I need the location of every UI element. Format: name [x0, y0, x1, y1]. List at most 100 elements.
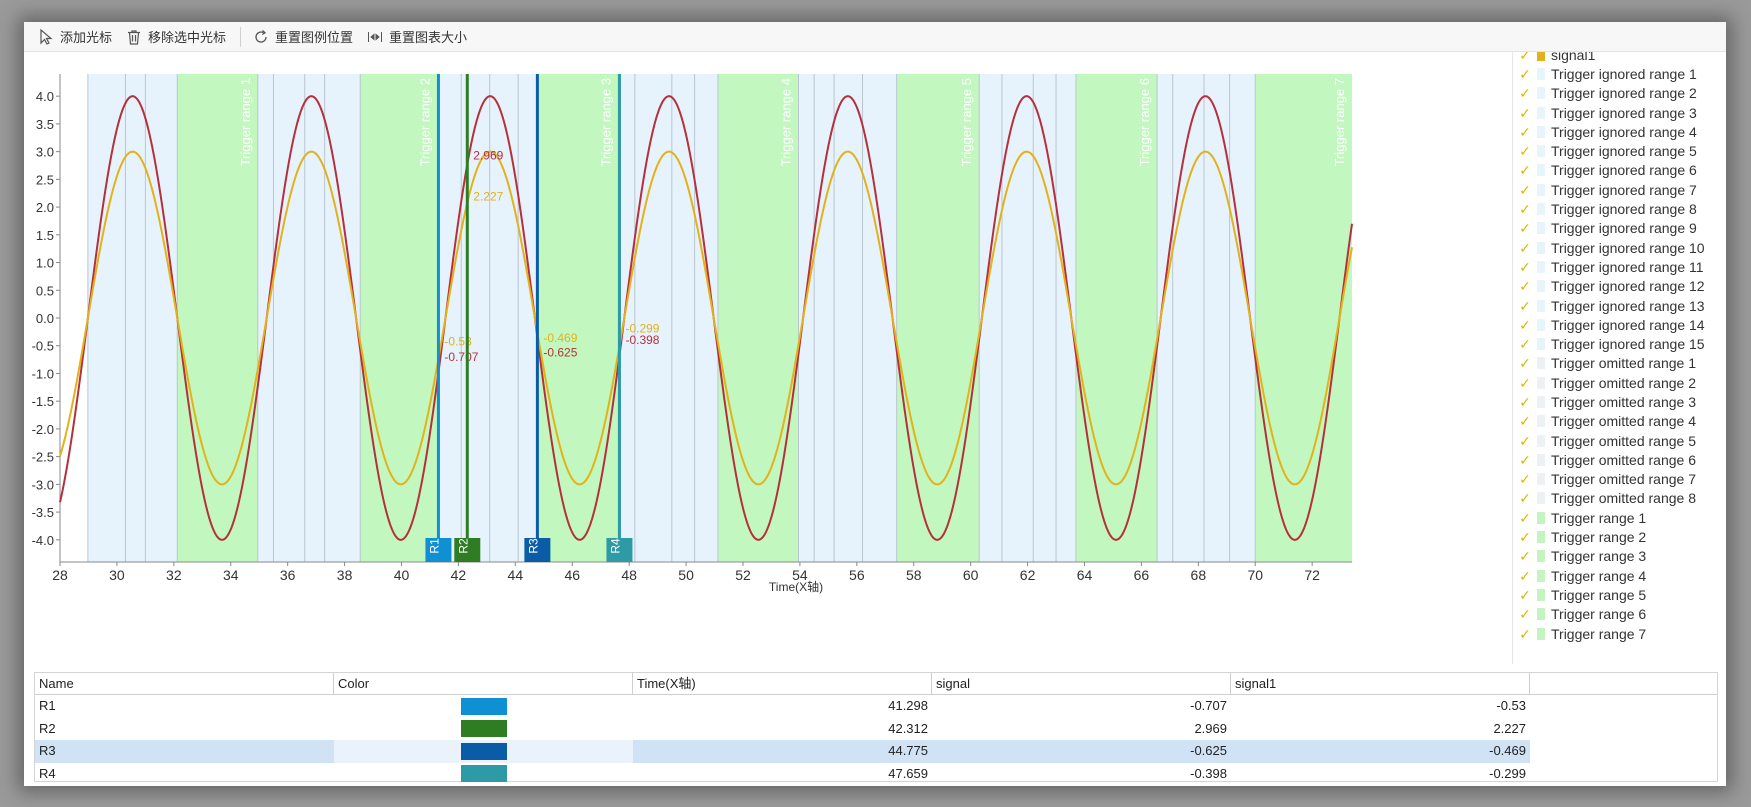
- checkmark-icon[interactable]: ✓: [1519, 104, 1531, 121]
- legend-item[interactable]: ✓ Trigger ignored range 4: [1513, 122, 1726, 141]
- legend-label: Trigger omitted range 7: [1551, 471, 1696, 488]
- column-header[interactable]: Color: [334, 673, 633, 695]
- color-swatch[interactable]: [460, 697, 507, 715]
- checkmark-icon[interactable]: ✓: [1519, 393, 1531, 410]
- legend-item[interactable]: ✓ Trigger ignored range 11: [1513, 257, 1726, 276]
- color-swatch[interactable]: [460, 765, 507, 783]
- toolbar: 添加光标 移除选中光标 重置图例位置 重置图表大小: [24, 22, 1726, 52]
- column-header[interactable]: Name: [35, 673, 334, 695]
- legend-item[interactable]: ✓ Trigger ignored range 8: [1513, 199, 1726, 218]
- color-swatch[interactable]: [460, 720, 507, 738]
- legend-item[interactable]: ✓ Trigger omitted range 5: [1513, 431, 1726, 450]
- checkmark-icon[interactable]: ✓: [1519, 336, 1531, 353]
- remove-cursor-button[interactable]: 移除选中光标: [126, 27, 226, 46]
- legend-item[interactable]: ✓ Trigger range 6: [1513, 605, 1726, 624]
- checkmark-icon[interactable]: ✓: [1519, 567, 1531, 584]
- checkmark-icon[interactable]: ✓: [1519, 65, 1531, 82]
- legend-item[interactable]: ✓ Trigger omitted range 3: [1513, 392, 1726, 411]
- legend-item[interactable]: ✓ Trigger range 4: [1513, 566, 1726, 585]
- add-cursor-button[interactable]: 添加光标: [38, 27, 112, 46]
- legend-item-signal1[interactable]: ✓ signal1: [1513, 52, 1726, 64]
- legend-item[interactable]: ✓ Trigger ignored range 14: [1513, 315, 1726, 334]
- legend-item[interactable]: ✓ Trigger ignored range 2: [1513, 84, 1726, 103]
- legend-item[interactable]: ✓ Trigger omitted range 1: [1513, 354, 1726, 373]
- legend-item[interactable]: ✓ Trigger ignored range 7: [1513, 180, 1726, 199]
- legend-item[interactable]: ✓ Trigger ignored range 15: [1513, 334, 1726, 353]
- checkmark-icon[interactable]: ✓: [1519, 413, 1531, 430]
- cursor-handle-R4[interactable]: [606, 538, 633, 562]
- x-tick-label: 40: [394, 567, 410, 583]
- legend-label: Trigger omitted range 4: [1551, 413, 1696, 430]
- app-window: 添加光标 移除选中光标 重置图例位置 重置图表大小 Trigger range …: [24, 22, 1726, 786]
- table-row[interactable]: R3 44.775 -0.625 -0.469: [35, 740, 1717, 763]
- checkmark-icon[interactable]: ✓: [1519, 509, 1531, 526]
- checkmark-icon[interactable]: ✓: [1519, 123, 1531, 140]
- legend-item[interactable]: ✓ Trigger ignored range 1: [1513, 64, 1726, 83]
- legend-item[interactable]: ✓ Trigger range 3: [1513, 547, 1726, 566]
- checkmark-icon[interactable]: ✓: [1519, 548, 1531, 565]
- legend-item[interactable]: ✓ Trigger range 2: [1513, 527, 1726, 546]
- legend-item[interactable]: ✓ Trigger ignored range 5: [1513, 141, 1726, 160]
- column-header[interactable]: Time(X轴): [633, 673, 932, 695]
- checkmark-icon[interactable]: ✓: [1519, 52, 1531, 63]
- legend-item[interactable]: ✓ Trigger ignored range 12: [1513, 277, 1726, 296]
- reset-chart-size-button[interactable]: 重置图表大小: [367, 27, 467, 46]
- checkmark-icon[interactable]: ✓: [1519, 220, 1531, 237]
- legend-item[interactable]: ✓ Trigger omitted range 6: [1513, 450, 1726, 469]
- cursor-handle-R3[interactable]: [524, 538, 551, 562]
- chart-area[interactable]: Trigger range 1 Trigger range 2 Trigger ra…: [24, 52, 1512, 664]
- checkmark-icon[interactable]: ✓: [1519, 201, 1531, 218]
- legend-item[interactable]: ✓ Trigger ignored range 9: [1513, 219, 1726, 238]
- legend-swatch: [1537, 318, 1545, 331]
- reset-legend-button[interactable]: 重置图例位置: [253, 27, 353, 46]
- checkmark-icon[interactable]: ✓: [1519, 316, 1531, 333]
- checkmark-icon[interactable]: ✓: [1519, 451, 1531, 468]
- legend-item[interactable]: ✓ Trigger range 1: [1513, 508, 1726, 527]
- column-header[interactable]: signal1: [1231, 673, 1530, 695]
- checkmark-icon[interactable]: ✓: [1519, 432, 1531, 449]
- checkmark-icon[interactable]: ✓: [1519, 529, 1531, 546]
- checkmark-icon[interactable]: ✓: [1519, 181, 1531, 198]
- legend-swatch: [1537, 453, 1545, 466]
- table-row[interactable]: R4 47.659 -0.398 -0.299: [35, 763, 1717, 786]
- checkmark-icon[interactable]: ✓: [1519, 297, 1531, 314]
- cursor-color-cell: [334, 695, 633, 718]
- x-tick-label: 48: [621, 567, 637, 583]
- checkmark-icon[interactable]: ✓: [1519, 278, 1531, 295]
- column-header[interactable]: signal: [932, 673, 1231, 695]
- legend-item[interactable]: ✓ Trigger ignored range 3: [1513, 103, 1726, 122]
- table-row[interactable]: R2 42.312 2.969 2.227: [35, 718, 1717, 741]
- legend-item[interactable]: ✓ Trigger ignored range 6: [1513, 161, 1726, 180]
- checkmark-icon[interactable]: ✓: [1519, 606, 1531, 623]
- cursor-time-cell: 44.775: [633, 740, 932, 763]
- checkmark-icon[interactable]: ✓: [1519, 490, 1531, 507]
- legend-item[interactable]: ✓ Trigger ignored range 10: [1513, 238, 1726, 257]
- cursor-handle-R2[interactable]: [454, 538, 481, 562]
- checkmark-icon[interactable]: ✓: [1519, 258, 1531, 275]
- checkmark-icon[interactable]: ✓: [1519, 143, 1531, 160]
- cursor-handle-R1[interactable]: [425, 538, 452, 562]
- legend-panel[interactable]: ✓ signal1 ✓ Trigger ignored range 1 ✓ Trigger…: [1512, 52, 1726, 664]
- legend-item[interactable]: ✓ Trigger omitted range 4: [1513, 412, 1726, 431]
- checkmark-icon[interactable]: ✓: [1519, 85, 1531, 102]
- legend-item[interactable]: ✓ Trigger omitted range 8: [1513, 489, 1726, 508]
- trigger-range-region: [717, 74, 799, 562]
- checkmark-icon[interactable]: ✓: [1519, 586, 1531, 603]
- checkmark-icon[interactable]: ✓: [1519, 239, 1531, 256]
- legend-item[interactable]: ✓ Trigger omitted range 7: [1513, 470, 1726, 489]
- x-tick-label: 54: [792, 567, 808, 583]
- checkmark-icon[interactable]: ✓: [1519, 162, 1531, 179]
- legend-item[interactable]: ✓ Trigger ignored range 13: [1513, 296, 1726, 315]
- legend-item[interactable]: ✓ Trigger omitted range 2: [1513, 373, 1726, 392]
- trigger-range-label: Trigger range 6: [1137, 78, 1152, 166]
- checkmark-icon[interactable]: ✓: [1519, 471, 1531, 488]
- table-row[interactable]: R1 41.298 -0.707 -0.53: [35, 695, 1717, 718]
- legend-item[interactable]: ✓ Trigger range 5: [1513, 585, 1726, 604]
- checkmark-icon[interactable]: ✓: [1519, 374, 1531, 391]
- checkmark-icon[interactable]: ✓: [1519, 625, 1531, 642]
- checkmark-icon[interactable]: ✓: [1519, 355, 1531, 372]
- series-line-signal: [59, 95, 1353, 541]
- chart-svg[interactable]: Trigger range 1 Trigger range 2 Trigger ra…: [24, 52, 1512, 664]
- color-swatch[interactable]: [460, 742, 507, 760]
- legend-item[interactable]: ✓ Trigger range 7: [1513, 624, 1726, 643]
